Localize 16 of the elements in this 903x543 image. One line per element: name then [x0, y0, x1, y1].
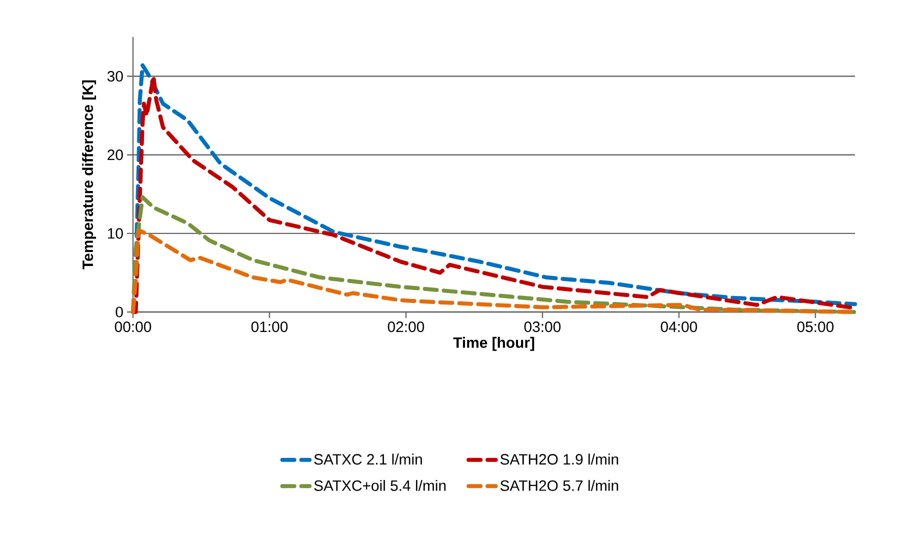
- x-tick-label: 01:00: [251, 322, 288, 332]
- y-tick-label: 30: [107, 70, 123, 82]
- x-tick-label: 05:00: [797, 322, 834, 332]
- x-tick-label: 00:00: [114, 322, 152, 332]
- y-tick-label: 10: [108, 228, 123, 239]
- legend-label: SATXC+oil 5.4 l/min: [314, 480, 446, 491]
- x-axis-title: Time [hour]: [453, 336, 534, 351]
- y-tick-label: 0: [116, 306, 123, 318]
- x-tick-label: 03:00: [524, 322, 561, 332]
- legend-label: SATH2O 1.9 l/min: [500, 454, 618, 465]
- x-tick-label: 02:00: [388, 322, 424, 332]
- y-tick-label: 20: [108, 150, 123, 160]
- legend-label: SATXC 2.1 l/min: [314, 454, 422, 465]
- x-tick-label: 04:00: [660, 322, 698, 332]
- legend-label: SATH2O 5.7 l/min: [500, 480, 618, 491]
- y-axis-title: Temperature difference [K]: [82, 80, 96, 270]
